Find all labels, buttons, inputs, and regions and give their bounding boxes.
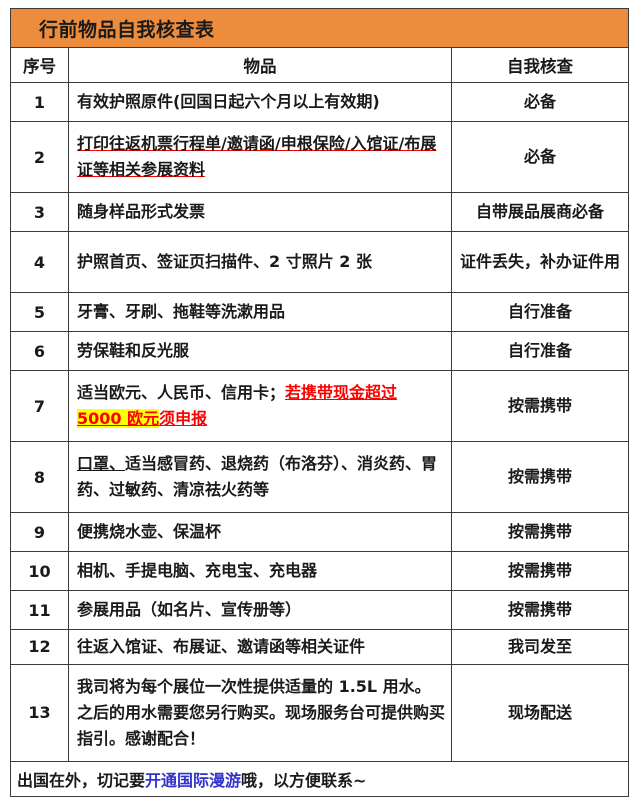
column-header-check: 自我核查 <box>451 47 629 83</box>
row-check: 按需携带 <box>451 441 629 513</box>
footer-link[interactable]: 开通国际漫游 <box>145 770 242 790</box>
row-number: 1 <box>10 82 69 122</box>
table-row: 9 便携烧水壶、保温杯 按需携带 <box>10 512 629 552</box>
column-header-item: 物品 <box>68 47 452 83</box>
row-check: 按需携带 <box>451 551 629 591</box>
row-check: 证件丢失，补办证件用 <box>451 231 629 293</box>
table-row: 3 随身样品形式发票 自带展品展商必备 <box>10 192 629 232</box>
row-check: 按需携带 <box>451 370 629 442</box>
row-check: 自行准备 <box>451 292 629 332</box>
table-header-row: 序号 物品 自我核查 <box>10 47 629 83</box>
row-number: 6 <box>10 331 69 371</box>
page-title: 行前物品自我核查表 <box>10 8 629 48</box>
table-row: 6 劳保鞋和反光服 自行准备 <box>10 331 629 371</box>
row-number: 13 <box>10 663 69 762</box>
row-check: 必备 <box>451 121 629 193</box>
row-item: 相机、手提电脑、充电宝、充电器 <box>68 551 452 591</box>
row-item: 随身样品形式发票 <box>68 192 452 232</box>
row-number: 3 <box>10 192 69 232</box>
table-title-row: 行前物品自我核查表 <box>10 8 629 48</box>
row-item: 便携烧水壶、保温杯 <box>68 512 452 552</box>
row-check: 现场配送 <box>451 663 629 762</box>
table-row: 2 打印往返机票行程单/邀请函/申根保险/入馆证/布展证等相关参展资料 必备 <box>10 121 629 193</box>
row-item: 参展用品（如名片、宣传册等） <box>68 590 452 630</box>
table-row: 4 护照首页、签证页扫描件、2 寸照片 2 张 证件丢失，补办证件用 <box>10 231 629 293</box>
table-row: 8 口罩、适当感冒药、退烧药（布洛芬）、消炎药、胃药、过敏药、清凉祛火药等 按需… <box>10 441 629 513</box>
row-item: 我司将为每个展位一次性提供适量的 1.5L 用水。之后的用水需要您另行购买。现场… <box>68 663 452 762</box>
row-number: 12 <box>10 629 69 665</box>
row-number: 8 <box>10 441 69 513</box>
row-item: 适当欧元、人民币、信用卡；若携带现金超过 5000 欧元须申报 <box>68 370 452 442</box>
column-header-no: 序号 <box>10 47 69 83</box>
table-row: 7 适当欧元、人民币、信用卡；若携带现金超过 5000 欧元须申报 按需携带 <box>10 370 629 442</box>
row-number: 11 <box>10 590 69 630</box>
table-row: 13 我司将为每个展位一次性提供适量的 1.5L 用水。之后的用水需要您另行购买… <box>10 663 629 762</box>
row-number: 9 <box>10 512 69 552</box>
row-number: 7 <box>10 370 69 442</box>
row-item-plain: 适当欧元、人民币、信用卡； <box>77 383 286 403</box>
table-row: 12 往返入馆证、布展证、邀请函等相关证件 我司发至 <box>10 629 629 665</box>
checklist-sheet: 行前物品自我核查表 序号 物品 自我核查 1 有效护照原件(回国日起六个月以上有… <box>10 8 629 797</box>
row-item-highlight: 5000 欧元 <box>77 409 160 428</box>
table-row: 11 参展用品（如名片、宣传册等） 按需携带 <box>10 590 629 630</box>
row-item-rest: 适当感冒药、退烧药（布洛芬）、消炎药、胃药、过敏药、清凉祛火药等 <box>77 454 438 499</box>
row-item-underlined: 口罩、 <box>77 454 126 474</box>
row-check: 按需携带 <box>451 512 629 552</box>
row-item: 口罩、适当感冒药、退烧药（布洛芬）、消炎药、胃药、过敏药、清凉祛火药等 <box>68 441 452 513</box>
row-item: 劳保鞋和反光服 <box>68 331 452 371</box>
row-check: 按需携带 <box>451 590 629 630</box>
footer-tail: 哦，以方便联系~ <box>241 770 367 790</box>
row-check: 必备 <box>451 82 629 122</box>
row-number: 10 <box>10 551 69 591</box>
row-item-emphasis: 若携带现金超过 <box>285 383 398 403</box>
table-row: 1 有效护照原件(回国日起六个月以上有效期) 必备 <box>10 82 629 122</box>
row-check: 自带展品展商必备 <box>451 192 629 232</box>
pretrip-checklist-table: 行前物品自我核查表 序号 物品 自我核查 1 有效护照原件(回国日起六个月以上有… <box>10 8 629 797</box>
row-check: 自行准备 <box>451 331 629 371</box>
row-item-emphasis-tail: 须申报 <box>159 409 208 428</box>
footer-lead: 出国在外，切记要 <box>17 770 146 790</box>
row-item: 有效护照原件(回国日起六个月以上有效期) <box>68 82 452 122</box>
row-check: 我司发至 <box>451 629 629 665</box>
row-item: 牙膏、牙刷、拖鞋等洗漱用品 <box>68 292 452 332</box>
row-item: 往返入馆证、布展证、邀请函等相关证件 <box>68 629 452 665</box>
table-row: 10 相机、手提电脑、充电宝、充电器 按需携带 <box>10 551 629 591</box>
row-item: 打印往返机票行程单/邀请函/申根保险/入馆证/布展证等相关参展资料 <box>68 121 452 193</box>
row-number: 2 <box>10 121 69 193</box>
row-number: 4 <box>10 231 69 293</box>
row-item: 护照首页、签证页扫描件、2 寸照片 2 张 <box>68 231 452 293</box>
row-number: 5 <box>10 292 69 332</box>
table-row: 5 牙膏、牙刷、拖鞋等洗漱用品 自行准备 <box>10 292 629 332</box>
